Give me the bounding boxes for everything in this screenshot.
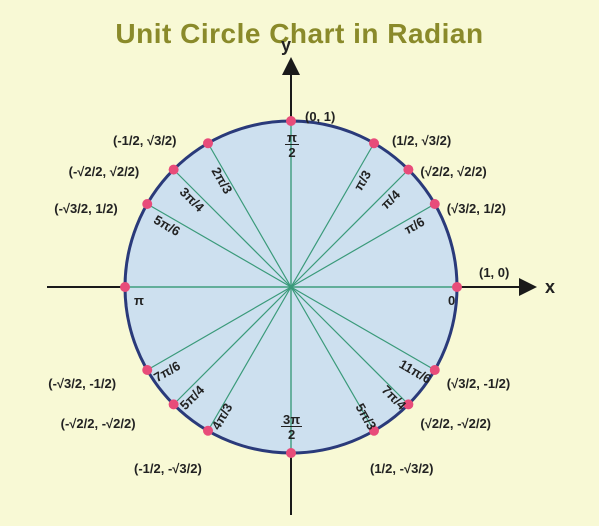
- y-axis-label: y: [281, 35, 291, 55]
- coord-label: (-√3/2, 1/2): [54, 201, 118, 216]
- coord-label: (1/2, √3/2): [392, 133, 451, 148]
- angle-point: [452, 282, 462, 292]
- coord-label: (√3/2, 1/2): [447, 201, 506, 216]
- coord-label: (√2/2, √2/2): [420, 164, 486, 179]
- angle-point: [203, 426, 213, 436]
- coord-label: (√2/2, -√2/2): [420, 416, 491, 431]
- unit-circle-diagram: xy: [0, 0, 599, 526]
- angle-point: [430, 199, 440, 209]
- angle-label: 3π2: [281, 413, 302, 441]
- coord-label: (-√3/2, -1/2): [48, 376, 116, 391]
- coord-label: (-√2/2, √2/2): [69, 164, 140, 179]
- angle-point: [369, 138, 379, 148]
- angle-point: [403, 165, 413, 175]
- angle-point: [142, 199, 152, 209]
- coord-label: (1, 0): [479, 265, 509, 280]
- angle-point: [286, 448, 296, 458]
- coord-label: (-1/2, √3/2): [113, 133, 177, 148]
- angle-point: [203, 138, 213, 148]
- angle-point: [286, 116, 296, 126]
- coord-label: (√3/2, -1/2): [447, 376, 511, 391]
- coord-label: (0, 1): [305, 109, 335, 124]
- coord-label: (-1/2, -√3/2): [134, 461, 202, 476]
- angle-label: π: [134, 293, 144, 308]
- angle-point: [142, 365, 152, 375]
- coord-label: (-√2/2, -√2/2): [61, 416, 136, 431]
- x-axis-label: x: [545, 277, 555, 297]
- angle-point: [120, 282, 130, 292]
- angle-point: [169, 165, 179, 175]
- coord-label: (1/2, -√3/2): [370, 461, 434, 476]
- angle-label: 0: [448, 293, 455, 308]
- angle-label: π2: [285, 131, 299, 159]
